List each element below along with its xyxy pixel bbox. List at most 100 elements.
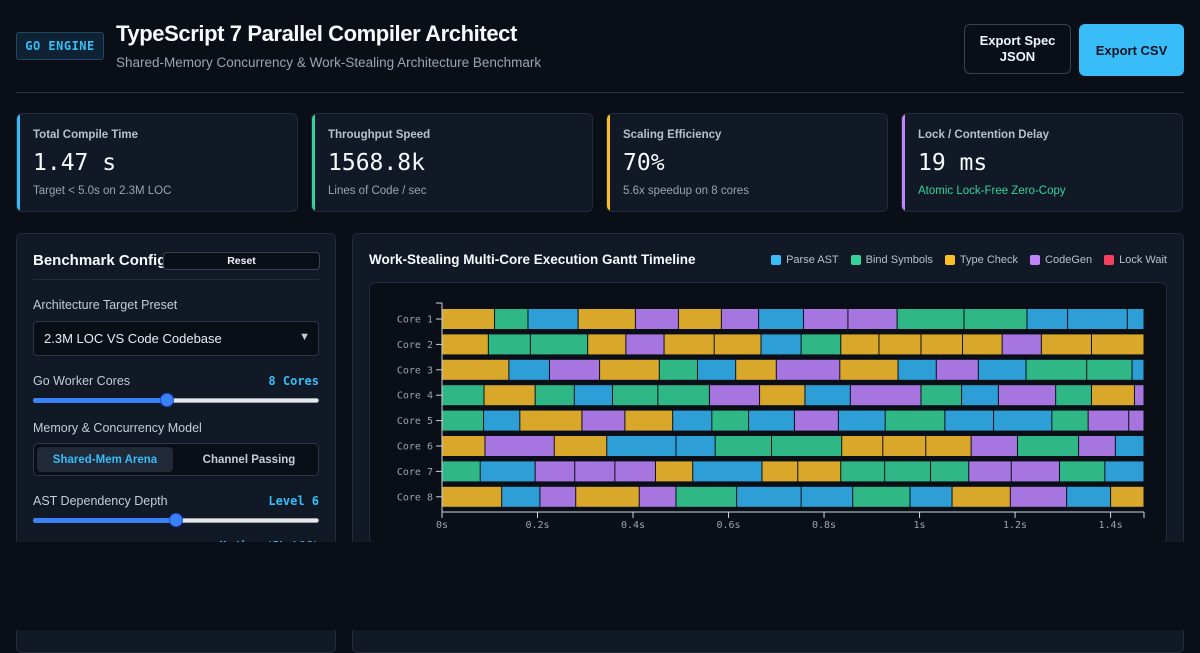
gantt-bar-codegen[interactable]: [615, 461, 655, 482]
gantt-bar-check[interactable]: [442, 334, 488, 355]
gantt-bar-bind[interactable]: [676, 486, 737, 507]
gantt-bar-check[interactable]: [762, 461, 798, 482]
gantt-bar-codegen[interactable]: [971, 436, 1017, 456]
gantt-bar-codegen[interactable]: [969, 461, 1011, 482]
gantt-bar-parse[interactable]: [528, 309, 578, 329]
gantt-bar-bind[interactable]: [1052, 410, 1088, 431]
gantt-bar-bind[interactable]: [853, 486, 910, 507]
gantt-bar-parse[interactable]: [607, 436, 676, 456]
gantt-bar-parse[interactable]: [509, 359, 549, 380]
preset-select[interactable]: 2.3M LOC VS Code Codebase ▼: [33, 321, 319, 356]
gantt-bar-check[interactable]: [655, 461, 693, 482]
gantt-bar-codegen[interactable]: [540, 486, 576, 507]
option-channel-passing[interactable]: Channel Passing: [202, 453, 296, 466]
gantt-bar-check[interactable]: [600, 359, 659, 380]
gantt-bar-codegen[interactable]: [1011, 461, 1059, 482]
gantt-bar-parse[interactable]: [1067, 486, 1111, 507]
reset-button[interactable]: Reset: [163, 252, 320, 270]
gantt-bar-codegen[interactable]: [709, 385, 760, 406]
gantt-bar-check[interactable]: [484, 385, 535, 406]
gantt-bar-bind[interactable]: [897, 309, 964, 329]
gantt-bar-check[interactable]: [760, 385, 805, 406]
gantt-bar-codegen[interactable]: [936, 359, 978, 380]
gantt-bar-parse[interactable]: [574, 385, 612, 406]
gantt-bar-check[interactable]: [442, 486, 502, 507]
gantt-bar-bind[interactable]: [772, 436, 842, 456]
gantt-bar-codegen[interactable]: [635, 309, 678, 329]
gantt-bar-check[interactable]: [963, 334, 1002, 355]
gantt-bar-codegen[interactable]: [1129, 410, 1144, 431]
gantt-bar-check[interactable]: [1041, 334, 1091, 355]
gantt-bar-bind[interactable]: [659, 359, 697, 380]
gantt-bar-bind[interactable]: [931, 461, 969, 482]
gantt-bar-parse[interactable]: [1127, 309, 1144, 329]
gantt-bar-bind[interactable]: [442, 461, 480, 482]
gantt-bar-parse[interactable]: [805, 385, 850, 406]
gantt-bar-check[interactable]: [1111, 486, 1144, 507]
gantt-bar-codegen[interactable]: [804, 309, 848, 329]
gantt-bar-check[interactable]: [798, 461, 841, 482]
gantt-bar-bind[interactable]: [841, 461, 885, 482]
gantt-bar-bind[interactable]: [1087, 359, 1132, 380]
gantt-bar-parse[interactable]: [737, 486, 801, 507]
gantt-bar-parse[interactable]: [910, 486, 952, 507]
gantt-bar-parse[interactable]: [484, 410, 520, 431]
gantt-bar-parse[interactable]: [761, 334, 801, 355]
option-shared-mem-arena[interactable]: Shared-Mem Arena: [37, 447, 173, 472]
gantt-bar-check[interactable]: [926, 436, 971, 456]
gantt-bar-parse[interactable]: [759, 309, 804, 329]
gantt-bar-parse[interactable]: [749, 410, 794, 431]
gantt-bar-check[interactable]: [625, 410, 673, 431]
gantt-bar-codegen[interactable]: [535, 461, 575, 482]
gantt-bar-parse[interactable]: [838, 410, 885, 431]
gantt-bar-bind[interactable]: [488, 334, 530, 355]
gantt-bar-bind[interactable]: [1017, 436, 1079, 456]
gantt-bar-check[interactable]: [588, 334, 626, 355]
gantt-bar-parse[interactable]: [480, 461, 535, 482]
gantt-bar-codegen[interactable]: [776, 359, 840, 380]
gantt-bar-parse[interactable]: [801, 486, 853, 507]
gantt-bar-check[interactable]: [1091, 334, 1144, 355]
gantt-bar-bind[interactable]: [495, 309, 528, 329]
gantt-bar-codegen[interactable]: [639, 486, 676, 507]
gantt-bar-parse[interactable]: [697, 359, 736, 380]
cores-slider[interactable]: [33, 393, 319, 407]
gantt-bar-codegen[interactable]: [549, 359, 600, 380]
gantt-bar-parse[interactable]: [502, 486, 540, 507]
gantt-bar-check[interactable]: [879, 334, 921, 355]
gantt-bar-codegen[interactable]: [1079, 436, 1115, 456]
slider-thumb[interactable]: [169, 513, 183, 527]
export-spec-json-button[interactable]: Export Spec JSON: [964, 24, 1071, 74]
gantt-bar-bind[interactable]: [885, 461, 931, 482]
gantt-bar-parse[interactable]: [994, 410, 1052, 431]
gantt-bar-parse[interactable]: [978, 359, 1026, 380]
gantt-bar-bind[interactable]: [1056, 385, 1091, 406]
slider-thumb[interactable]: [160, 393, 175, 407]
gantt-bar-codegen[interactable]: [850, 385, 921, 406]
gantt-bar-parse[interactable]: [1027, 309, 1068, 329]
gantt-bar-codegen[interactable]: [1088, 410, 1129, 431]
gantt-bar-bind[interactable]: [964, 309, 1027, 329]
gantt-bar-check[interactable]: [952, 486, 1010, 507]
gantt-bar-codegen[interactable]: [582, 410, 625, 431]
gantt-bar-parse[interactable]: [1132, 359, 1144, 380]
gantt-bar-codegen[interactable]: [1134, 385, 1144, 406]
gantt-bar-bind[interactable]: [530, 334, 588, 355]
gantt-bar-codegen[interactable]: [575, 461, 615, 482]
gantt-bar-bind[interactable]: [535, 385, 574, 406]
gantt-bar-parse[interactable]: [1105, 461, 1144, 482]
gantt-bar-check[interactable]: [442, 436, 485, 456]
gantt-bar-codegen[interactable]: [626, 334, 664, 355]
gantt-bar-parse[interactable]: [1068, 309, 1127, 329]
gantt-bar-codegen[interactable]: [848, 309, 897, 329]
gantt-bar-parse[interactable]: [676, 436, 715, 456]
gantt-bar-check[interactable]: [576, 486, 639, 507]
gantt-bar-bind[interactable]: [1059, 461, 1105, 482]
gantt-bar-check[interactable]: [840, 359, 898, 380]
gantt-bar-check[interactable]: [714, 334, 761, 355]
gantt-bar-bind[interactable]: [658, 385, 709, 406]
gantt-bar-check[interactable]: [442, 359, 509, 380]
gantt-bar-bind[interactable]: [612, 385, 658, 406]
gantt-bar-codegen[interactable]: [998, 385, 1056, 406]
gantt-bar-codegen[interactable]: [1010, 486, 1067, 507]
